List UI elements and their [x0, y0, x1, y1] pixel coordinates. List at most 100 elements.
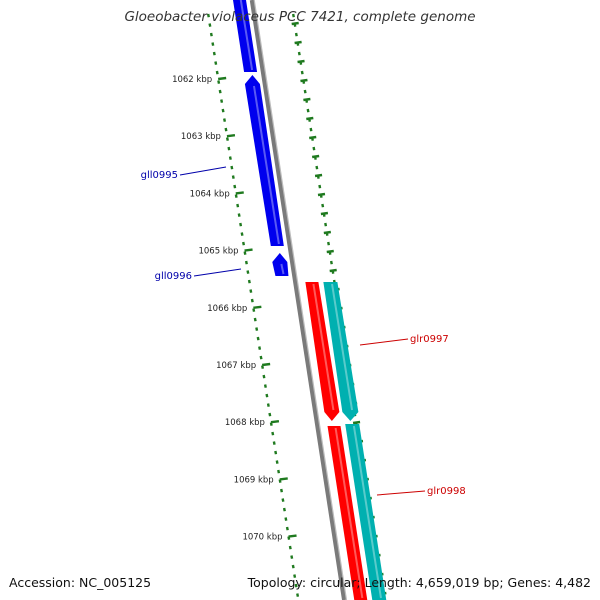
tick-minor-mark — [303, 97, 311, 102]
tick-dot — [275, 460, 279, 464]
tick-dot — [265, 393, 269, 398]
gene-gll0996-arrow-shine — [280, 263, 285, 275]
tick-dot — [250, 298, 254, 303]
tick-major-mark — [288, 534, 297, 538]
tick-dot — [294, 32, 298, 37]
tick-major-mark — [244, 248, 253, 252]
tick-dot — [266, 403, 270, 407]
tick-dot — [324, 222, 328, 227]
tick-dot — [208, 23, 212, 27]
gene-glr0998-gene-shine — [352, 425, 382, 599]
tick-dot — [215, 70, 219, 75]
tick-dot — [240, 232, 244, 236]
gene-glr0997-gene — [323, 282, 359, 421]
tick-label: 1068 kbp — [225, 418, 265, 428]
tick-dot — [262, 374, 266, 379]
tick-dot — [290, 555, 294, 559]
tick-dot — [214, 61, 218, 65]
tick-dot — [294, 583, 298, 588]
gene-gll0995-arrow — [244, 75, 284, 246]
tick-minor-mark — [314, 173, 323, 178]
gene-label-glr0998: glr0998 — [427, 486, 466, 497]
tick-dot — [227, 146, 231, 151]
genome-backbone-line — [249, 0, 347, 600]
tick-dot — [212, 51, 216, 56]
tick-dot — [217, 80, 221, 84]
tick-minor-mark — [294, 40, 302, 45]
leader-line-gll0996 — [193, 268, 242, 277]
gene-glr0998-gene — [345, 424, 387, 600]
tick-dot — [242, 241, 245, 246]
gene-gll0996-arrow — [272, 253, 289, 276]
tick-label: 1065 kbp — [198, 247, 238, 257]
tick-dot — [221, 108, 225, 113]
tick-dot — [285, 526, 289, 531]
tick-dot — [230, 165, 234, 170]
tick-dot — [225, 137, 229, 141]
tick-minor-mark — [300, 78, 308, 83]
tick-minor-mark — [311, 154, 320, 159]
gene-gll0995-segment — [233, 0, 258, 72]
tick-dot — [236, 203, 240, 208]
tick-dot — [329, 260, 333, 265]
genome-summary-text: Topology: circular; Length: 4,659,019 bp… — [247, 575, 591, 590]
tick-minor-mark — [323, 230, 332, 235]
tick-dot — [309, 127, 313, 132]
tick-dot — [288, 545, 292, 550]
leader-line-glr0997 — [359, 338, 409, 346]
tick-dot — [249, 289, 253, 293]
tick-dot — [303, 89, 307, 94]
tick-dot — [258, 346, 262, 350]
tick-dot — [263, 384, 267, 388]
tick-dot — [280, 488, 283, 493]
tick-minor-mark — [320, 211, 329, 216]
gene-label-glr0997: glr0997 — [410, 334, 449, 345]
tick-label: 1067 kbp — [216, 361, 256, 371]
tick-dot — [274, 450, 278, 455]
tick-dot — [253, 317, 257, 322]
tick-minor-mark — [329, 268, 337, 273]
tick-dot — [246, 270, 250, 274]
tick-minor-mark — [297, 59, 305, 64]
tick-dot — [237, 213, 241, 217]
tick-minor-mark — [352, 420, 361, 425]
tick-dot — [247, 279, 251, 284]
tick-dot — [291, 564, 295, 569]
tick-minor-mark — [306, 116, 314, 121]
gene-glr0997-gene-shine — [331, 283, 354, 411]
tick-dot — [293, 574, 297, 578]
tick-dot — [224, 127, 228, 132]
tick-dot — [321, 203, 325, 208]
gene-gll0995-arrow-shine — [252, 85, 280, 245]
gene-glr0998-cds-shine — [334, 427, 364, 599]
label-layer: gll0995 gll0996 glr0997 glr0998 — [141, 166, 466, 497]
gene-glr0997-cds — [305, 282, 340, 421]
tick-dot — [220, 99, 224, 103]
tick-label: 1070 kbp — [242, 533, 282, 543]
gene-glr0998-cds — [327, 426, 368, 600]
tick-dot — [211, 42, 215, 46]
tick-dot — [272, 441, 276, 445]
tick-label: 1062 kbp — [172, 75, 212, 85]
accession-text: Accession: NC_005125 — [9, 575, 152, 590]
gene-feature-layer — [233, 0, 387, 600]
tick-dot — [296, 593, 300, 597]
tick-dot — [223, 118, 227, 122]
tick-major-mark — [226, 134, 236, 138]
tick-dot — [268, 412, 272, 417]
tick-dot — [315, 165, 319, 170]
gene-gll0995-segment-shine — [239, 0, 254, 71]
gene-label-gll0995: gll0995 — [141, 170, 178, 181]
tick-dot — [255, 327, 259, 331]
tick-dot — [271, 431, 275, 436]
tick-minor-mark — [291, 21, 299, 26]
tick-dot — [252, 308, 256, 312]
tick-dot — [218, 89, 222, 94]
tick-dot — [306, 108, 310, 113]
tick-dot — [234, 194, 238, 198]
tick-label: 1064 kbp — [190, 189, 230, 199]
tick-dot — [277, 469, 281, 474]
map-title: Gloeobacter violaceus PCC 7421, complete… — [124, 9, 476, 25]
